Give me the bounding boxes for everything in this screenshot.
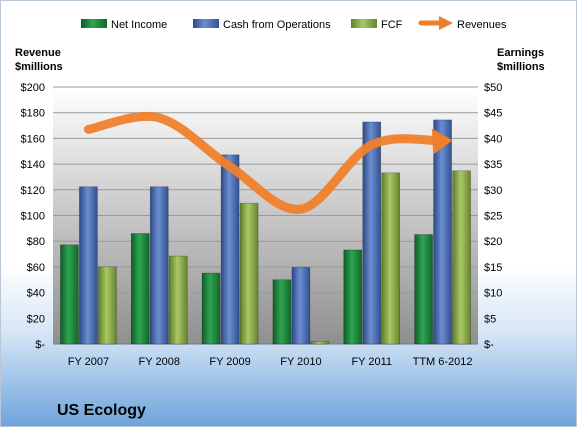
x-axis-ticks: FY 2007 FY 2008 FY 2009 FY 2010 FY 2011 TTM 6… [68, 356, 473, 368]
left-axis-title-line2: $millions [15, 61, 63, 73]
left-axis-ticks: $- $20 $40 $60 $80 $100 $120 $140 $160 $180 $200 [21, 82, 46, 351]
x-tick-label: FY 2010 [280, 356, 321, 368]
x-tick-label: FY 2011 [351, 356, 392, 368]
bar-cash-from-operations [291, 267, 311, 345]
bar-fcf [310, 341, 330, 345]
x-tick-label: FY 2007 [68, 356, 109, 368]
legend-swatch-revenues [418, 16, 453, 30]
left-tick-label: $140 [21, 159, 45, 171]
revenue-line [83, 112, 448, 214]
legend-swatch-fcf [351, 19, 377, 28]
bar-net-income [343, 249, 363, 345]
right-tick-label: $35 [484, 159, 502, 171]
right-tick-label: $30 [484, 185, 502, 197]
legend-swatch-cash-from-operations [193, 19, 219, 28]
left-tick-label: $100 [21, 211, 45, 223]
gridlines [53, 86, 478, 345]
right-axis-title-line2: $millions [497, 61, 545, 73]
left-tick-label: $180 [21, 108, 45, 120]
bar-cash-from-operations [362, 121, 382, 345]
bar-fcf [98, 266, 117, 345]
bar-fcf [381, 172, 401, 345]
left-tick-label: $60 [27, 262, 45, 274]
right-tick-label: $50 [484, 82, 502, 94]
left-tick-label: $40 [27, 288, 45, 300]
legend-label-revenues: Revenues [457, 19, 507, 31]
left-tick-label: $20 [27, 313, 45, 325]
legend: Net Income Cash from Operations FCF Reve… [81, 16, 507, 31]
x-tick-label: FY 2008 [139, 356, 180, 368]
bar-cash-from-operations [433, 119, 452, 345]
legend-label-net-income: Net Income [111, 19, 167, 31]
bar-fcf [168, 255, 188, 345]
right-tick-label: $- [484, 339, 494, 351]
bar-net-income [60, 244, 79, 345]
bar-net-income [130, 233, 150, 345]
right-axis-ticks: $- $5 $10 $15 $20 $25 $30 $35 $40 $45 $50 [484, 82, 502, 351]
bars [60, 119, 471, 345]
right-tick-label: $5 [484, 313, 496, 325]
left-tick-label: $200 [21, 82, 45, 94]
bar-cash-from-operations [79, 186, 98, 345]
left-tick-label: $120 [21, 185, 45, 197]
right-tick-label: $25 [484, 211, 502, 223]
bar-cash-from-operations [220, 154, 240, 345]
right-tick-label: $20 [484, 236, 502, 248]
legend-swatch-net-income [81, 19, 107, 28]
right-axis-title-line1: Earnings [497, 47, 544, 59]
bar-net-income [414, 234, 433, 345]
bar-fcf [452, 170, 471, 345]
left-tick-label: $160 [21, 133, 45, 145]
bar-cash-from-operations [149, 186, 169, 345]
revenue-arrowhead [431, 128, 453, 155]
left-axis-title-line1: Revenue [15, 47, 61, 59]
right-tick-label: $45 [484, 108, 502, 120]
bar-net-income [272, 279, 292, 345]
x-tick-label: TTM 6-2012 [413, 356, 473, 368]
right-tick-label: $10 [484, 288, 502, 300]
legend-label-fcf: FCF [381, 19, 403, 31]
company-name: US Ecology [57, 402, 146, 419]
bar-fcf [239, 202, 259, 345]
left-tick-label: $- [35, 339, 45, 351]
x-tick-label: FY 2009 [209, 356, 250, 368]
right-tick-label: $15 [484, 262, 502, 274]
right-tick-label: $40 [484, 133, 502, 145]
bar-net-income [201, 272, 221, 345]
legend-label-cash-from-operations: Cash from Operations [223, 19, 331, 31]
left-tick-label: $80 [27, 236, 45, 248]
revenue-line-group [83, 112, 453, 214]
